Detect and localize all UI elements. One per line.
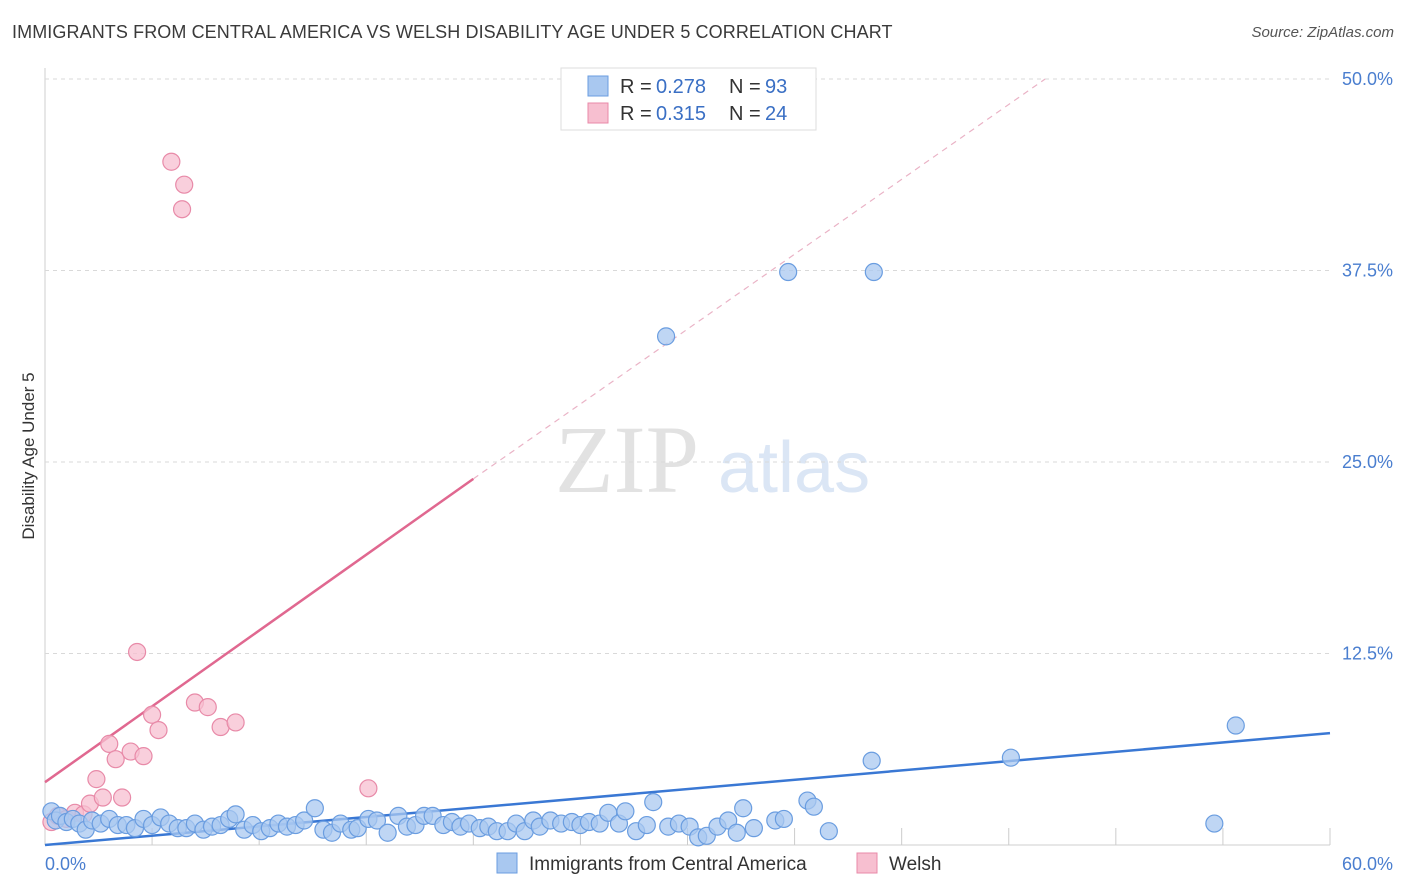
legend-r-label-pink: R = — [620, 103, 652, 125]
central-america-point — [305, 799, 324, 818]
y-tick-labels: 12.5% 25.0% 37.5% 50.0% — [1342, 69, 1393, 664]
chart-title: IMMIGRANTS FROM CENTRAL AMERICA VS WELSH… — [12, 22, 893, 42]
welsh-point — [134, 747, 153, 766]
welsh-point — [112, 788, 132, 807]
legend-r-label-blue: R = — [620, 76, 652, 98]
welsh-points — [42, 152, 378, 832]
central-america-point — [295, 811, 314, 830]
central-america-points — [42, 262, 1245, 847]
central-america-point — [637, 815, 656, 835]
legend-r-value-pink: 0.315 — [656, 103, 706, 125]
central-america-point — [1001, 748, 1020, 767]
central-america-point — [819, 822, 838, 841]
welsh-point — [100, 734, 119, 753]
legend-n-value-pink: 24 — [765, 103, 787, 125]
legend-r-value-blue: 0.278 — [656, 76, 706, 98]
welsh-point — [93, 788, 112, 807]
x-tick-marks — [151, 828, 1331, 845]
x-tick-label-max: 60.0% — [1342, 854, 1393, 874]
legend-swatch-pink — [587, 102, 609, 124]
central-america-point — [774, 809, 793, 829]
y-tick-label: 50.0% — [1342, 69, 1393, 89]
legend-n-label-blue: N = — [729, 76, 761, 98]
central-america-point — [367, 811, 387, 830]
welsh-point — [175, 175, 194, 194]
welsh-point — [226, 713, 245, 732]
legend-n-value-blue: 93 — [765, 76, 787, 98]
legend-n-label-pink: N = — [729, 103, 761, 125]
welsh-point — [211, 717, 230, 737]
welsh-point — [127, 642, 147, 662]
legend-swatch-blue — [587, 75, 609, 97]
central-america-point — [727, 823, 746, 842]
central-america-point — [1226, 716, 1245, 735]
regression-line-pink — [44, 477, 475, 784]
welsh-point — [142, 705, 162, 724]
welsh-point — [149, 720, 168, 740]
watermark-atlas: atlas — [718, 428, 870, 508]
central-america-point — [1205, 814, 1224, 833]
bottom-legend: Immigrants from Central America Welsh — [496, 852, 941, 875]
bottom-legend-swatch-pink — [856, 852, 878, 874]
watermark-zip: ZIP — [555, 406, 699, 513]
central-america-point — [864, 262, 883, 282]
regression-line-pink-extension — [472, 78, 1046, 480]
welsh-point — [198, 698, 217, 717]
central-america-point — [616, 802, 635, 821]
y-tick-label: 25.0% — [1342, 452, 1393, 472]
top-legend: R = 0.278 N = 93 R = 0.315 N = 24 — [560, 67, 817, 131]
central-america-point — [656, 327, 676, 346]
central-america-point — [744, 819, 763, 838]
welsh-point — [172, 200, 192, 219]
central-america-point — [644, 793, 663, 812]
y-axis-label: Disability Age Under 5 — [19, 372, 38, 539]
central-america-point — [862, 751, 881, 770]
grid-lines — [45, 78, 1330, 654]
central-america-point — [226, 805, 245, 824]
welsh-point — [87, 770, 106, 789]
central-america-point — [779, 262, 798, 282]
central-america-point — [734, 799, 753, 818]
welsh-point — [106, 750, 125, 769]
bottom-legend-swatch-blue — [496, 852, 518, 874]
central-america-point — [378, 823, 397, 842]
y-tick-label: 37.5% — [1342, 261, 1393, 281]
welsh-point — [359, 779, 378, 798]
y-tick-label: 12.5% — [1342, 644, 1393, 664]
bottom-legend-label-pink: Welsh — [889, 854, 941, 875]
x-tick-label-min: 0.0% — [45, 854, 86, 874]
welsh-point — [162, 152, 181, 171]
central-america-point — [804, 797, 823, 816]
source-credit: Source: ZipAtlas.com — [1251, 24, 1394, 41]
bottom-legend-label-blue: Immigrants from Central America — [529, 854, 807, 875]
